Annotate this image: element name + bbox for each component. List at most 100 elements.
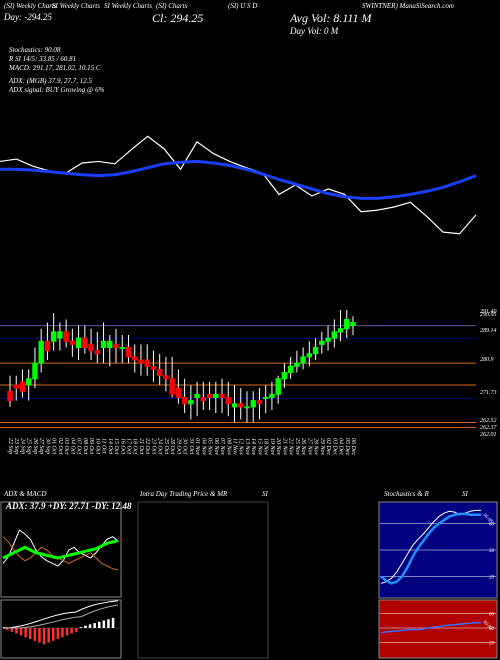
price-level-label: 262.01 (480, 432, 497, 438)
date-tick-label: 30 Oct (182, 437, 188, 454)
date-tick-label: 20 Nov (275, 438, 281, 456)
close-price: Cl: 294.25 (152, 11, 204, 25)
date-tick-label: 04 Oct (69, 438, 76, 454)
candle-body (300, 356, 306, 364)
macd-histogram-bar (29, 628, 32, 639)
candle-body (32, 362, 38, 380)
macd-histogram-bar (42, 628, 46, 645)
date-tick-label: 29 Oct (175, 438, 181, 454)
date-tick-label: 23 Sep (13, 438, 19, 454)
date-tick-label: 05 Nov (207, 438, 213, 456)
date-tick-label: 22 Sep (7, 438, 13, 454)
candle-body (213, 393, 219, 398)
price-level-label: 262.37 (480, 425, 498, 431)
date-tick-label: 04 Dec (338, 438, 345, 455)
macd-histogram-bar (24, 628, 27, 638)
date-tick-label: 19 Nov (269, 438, 275, 456)
date-tick-label: 25 Oct (163, 438, 169, 454)
plus-di-line (2, 529, 119, 567)
date-tick-label: 26 Nov (300, 438, 306, 456)
candle-body (19, 381, 26, 392)
macd-histogram-bar (6, 628, 9, 630)
stoch-value-label: 90.08 (482, 513, 494, 525)
candle-body (57, 331, 63, 339)
candle-body (194, 393, 200, 398)
stoch-si-label: SI (462, 490, 468, 498)
candle-body (113, 343, 119, 348)
macd-histogram-bar (102, 620, 106, 628)
date-tick-label: 04 Nov (200, 438, 207, 456)
candle-body (344, 318, 350, 330)
date-tick-label: 07 Nov (219, 438, 225, 456)
candle-body (275, 378, 281, 395)
date-tick-label: 01 Nov (194, 438, 200, 456)
price-level-label: 291.40 (480, 308, 497, 315)
date-tick-label: 21 Oct (138, 438, 144, 454)
header-line: (SI) U S D (228, 2, 258, 10)
stochastics-readout: Stochastics: 90.08 (9, 46, 61, 54)
rsi-tick-label: 50 (489, 627, 495, 632)
date-tick-label: 22 Oct (144, 438, 150, 454)
candle-body (138, 359, 144, 364)
date-tick-label: 26 Sep (32, 438, 38, 454)
header-line: SWINTNER) ManaSiSearch.com (362, 2, 454, 10)
date-tick-label: 15 Nov (256, 438, 262, 456)
price-line (0, 135, 477, 235)
candle-body (312, 347, 319, 355)
macd-histogram-bar (93, 623, 96, 628)
macd-histogram-bar (61, 628, 64, 638)
adx-readout: ADX: (MGB) 37.9, 27.7, 12.5 (9, 77, 93, 85)
macd-line (2, 600, 119, 629)
date-tick-label: 06 Dec (350, 438, 356, 455)
candle-body (350, 322, 356, 327)
macd-histogram-bar (98, 621, 101, 628)
macd-histogram-bar (79, 627, 83, 628)
candle-body (7, 390, 13, 402)
adx-panel-title: ADX & MACD (4, 490, 47, 498)
candle-body (256, 400, 263, 405)
date-tick-label: 18 Oct (132, 438, 138, 454)
macd-readout: MACD: 291.17, 281.02, 10.15 C (9, 64, 101, 72)
date-tick-label: 24 Sep (19, 438, 26, 454)
rsi-tick-label: 20 (489, 641, 495, 646)
candle-body (281, 372, 288, 380)
candle-body (219, 393, 225, 398)
stoch-tick-label: 80 (489, 523, 495, 528)
date-tick-label: 24 Oct (157, 438, 164, 454)
macd-histogram-bar (88, 624, 92, 628)
date-tick-label: 23 Oct (150, 438, 156, 454)
macd-histogram-bar (111, 617, 115, 628)
rsi-panel-frame (378, 599, 498, 659)
candle-body (44, 340, 51, 352)
macd-histogram-bar (75, 628, 78, 632)
date-tick-label: 08 Nov (225, 438, 231, 456)
candle-body (225, 397, 231, 405)
date-tick-label: 22 Nov (288, 438, 294, 456)
date-tick-label: 28 Nov (313, 438, 319, 456)
header-line: (SI) Weekly Charts (4, 2, 57, 10)
macd-histogram-bar (56, 628, 60, 639)
candle-body (125, 347, 132, 358)
date-tick-label: 10 Oct (94, 438, 100, 454)
rsi-line (380, 621, 481, 634)
candle-body (262, 397, 269, 399)
date-tick-label: 13 Nov (244, 438, 250, 456)
candle-body (88, 343, 94, 352)
date-tick-label: 07 Oct (76, 438, 82, 454)
date-tick-label: 17 Oct (125, 438, 131, 454)
date-tick-label: 18 Nov (263, 438, 269, 456)
macd-histogram-bar (33, 628, 37, 641)
stoch-d-line (380, 512, 481, 585)
rsi-readout: R SI 14/5: 33.85 / 60.81 (9, 55, 77, 63)
candle-body (287, 365, 294, 373)
price-level-label: 289.14 (480, 327, 497, 334)
candle-body (94, 350, 101, 355)
intraday-panel-title: Intra Day Trading Price & MR (140, 490, 228, 498)
header-line: SI Weekly Charts (104, 2, 152, 10)
date-tick-label: 02 Dec (325, 438, 331, 455)
date-tick-label: 25 Nov (294, 438, 300, 456)
price-level-label: 290.95 (480, 312, 497, 318)
candle-body (150, 365, 157, 370)
